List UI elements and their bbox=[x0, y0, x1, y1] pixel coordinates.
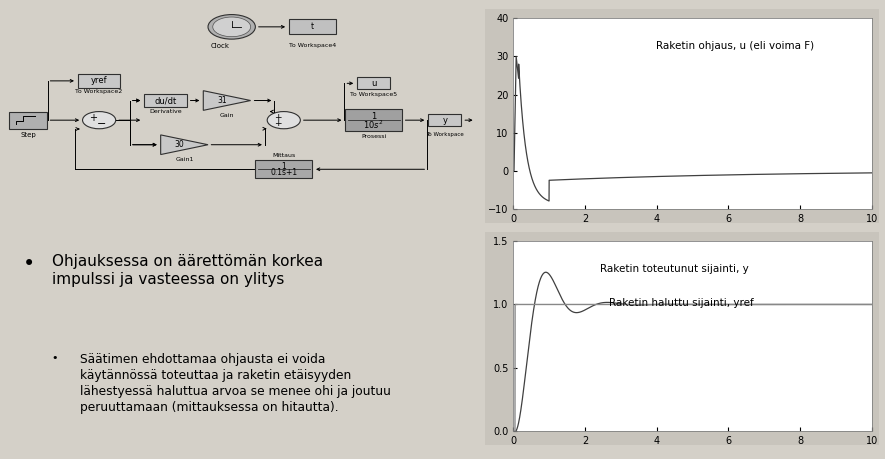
Text: u: u bbox=[371, 79, 376, 88]
Text: 30: 30 bbox=[174, 140, 184, 149]
Text: To Workspace2: To Workspace2 bbox=[75, 90, 123, 95]
Polygon shape bbox=[161, 135, 208, 155]
Text: •: • bbox=[51, 353, 58, 364]
Polygon shape bbox=[204, 91, 250, 110]
Text: •: • bbox=[23, 254, 35, 274]
Text: Mittaus: Mittaus bbox=[273, 153, 296, 158]
Text: 1: 1 bbox=[281, 162, 286, 171]
Text: 0.1s+1: 0.1s+1 bbox=[270, 168, 297, 178]
Text: $10s^2$: $10s^2$ bbox=[364, 118, 384, 131]
Text: 31: 31 bbox=[218, 96, 227, 105]
Circle shape bbox=[208, 15, 256, 39]
Text: Raketin toteutunut sijainti, y: Raketin toteutunut sijainti, y bbox=[600, 264, 749, 274]
Text: Ohjauksessa on äärettömän korkea
impulssi ja vasteessa on ylitys: Ohjauksessa on äärettömän korkea impulss… bbox=[51, 254, 323, 287]
Text: −: − bbox=[96, 119, 106, 129]
Text: Prosessi: Prosessi bbox=[361, 134, 387, 139]
Text: Clock: Clock bbox=[211, 43, 229, 49]
Text: t: t bbox=[311, 22, 314, 31]
Circle shape bbox=[82, 112, 116, 129]
Text: du/dt: du/dt bbox=[154, 96, 176, 105]
Text: 1: 1 bbox=[371, 112, 376, 121]
FancyBboxPatch shape bbox=[144, 94, 187, 107]
FancyBboxPatch shape bbox=[428, 114, 461, 126]
Text: +: + bbox=[89, 113, 97, 123]
FancyBboxPatch shape bbox=[78, 74, 120, 88]
Text: Raketin haluttu sijainti, yref: Raketin haluttu sijainti, yref bbox=[610, 298, 754, 308]
Circle shape bbox=[267, 112, 300, 129]
Text: y: y bbox=[442, 116, 447, 125]
FancyBboxPatch shape bbox=[9, 112, 47, 129]
Text: To Workspace: To Workspace bbox=[426, 133, 464, 137]
Text: +: + bbox=[274, 119, 281, 129]
FancyBboxPatch shape bbox=[358, 77, 390, 90]
FancyBboxPatch shape bbox=[256, 160, 312, 179]
Text: To Workspace5: To Workspace5 bbox=[350, 92, 397, 97]
Text: Derivative: Derivative bbox=[149, 109, 181, 114]
Text: +: + bbox=[274, 113, 281, 122]
Text: Raketin ohjaus, u (eli voima F): Raketin ohjaus, u (eli voima F) bbox=[657, 41, 814, 51]
Text: Gain1: Gain1 bbox=[175, 157, 194, 162]
Text: yref: yref bbox=[91, 76, 107, 85]
Text: Gain: Gain bbox=[219, 113, 235, 118]
Text: Step: Step bbox=[20, 133, 36, 139]
Circle shape bbox=[212, 17, 250, 37]
FancyBboxPatch shape bbox=[289, 19, 336, 34]
FancyBboxPatch shape bbox=[345, 109, 402, 131]
Text: Säätimen ehdottamaa ohjausta ei voida
käytännössä toteuttaa ja raketin etäisyyde: Säätimen ehdottamaa ohjausta ei voida kä… bbox=[81, 353, 391, 414]
Text: To Workspace4: To Workspace4 bbox=[289, 43, 335, 48]
